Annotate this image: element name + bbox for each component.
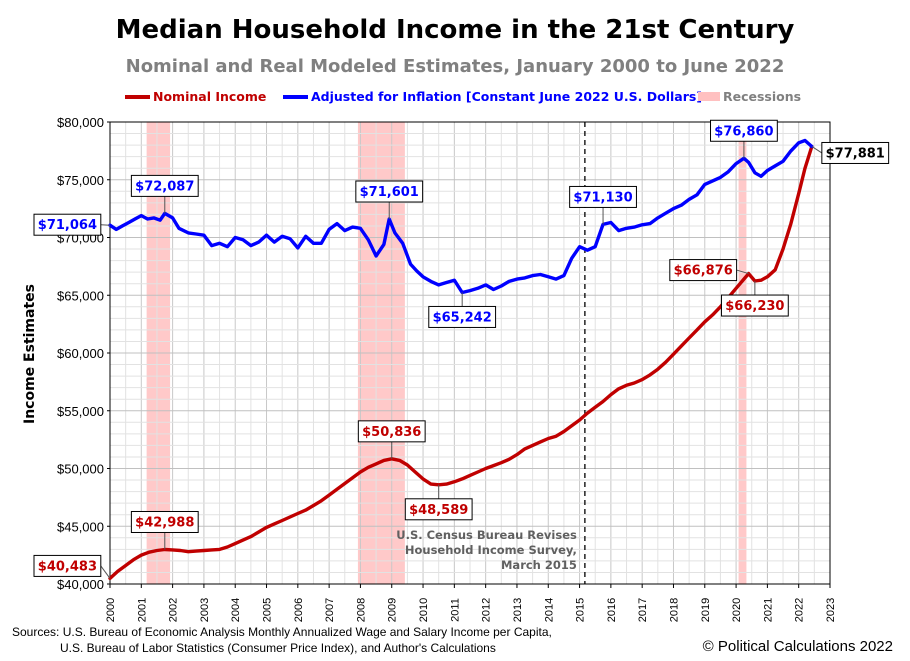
y-axis-label: Income Estimates [22,284,38,424]
legend-label-2: Recessions [723,89,801,104]
chart-title: Median Household Income in the 21st Cent… [116,15,795,45]
x-tick-label: 2018 [668,598,680,622]
x-tick-label: 2017 [637,598,649,622]
x-tick-label: 2000 [105,598,117,622]
callout-leader [736,269,749,275]
callout-label: $71,601 [360,185,419,200]
x-axis-ticks: 2000 2001 2002 2003 2004 2005 2006 2007 2008 2009… [105,584,837,622]
sources-line-2: U.S. Bureau of Labor Statistics (Consume… [60,641,496,655]
y-tick-label: $50,000 [57,462,104,477]
callout-box [821,141,890,164]
y-tick-label: $80,000 [57,115,104,130]
callout-leader [100,565,111,579]
x-tick-label: 2003 [199,598,211,622]
x-tick-label: 2004 [230,598,242,622]
callout-box [669,259,738,282]
callout-label: $50,836 [362,425,421,440]
y-tick-label: $75,000 [57,173,104,188]
revision-note-line: U.S. Census Bureau Revises [396,528,577,542]
y-tick-label: $65,000 [57,288,104,303]
callout-label: $42,988 [135,515,194,530]
callout-box [569,185,637,208]
y-tick-label: $40,000 [57,577,104,592]
y-tick-label: $45,000 [57,519,104,534]
series-line-real [108,138,814,295]
callout-label: $71,130 [573,190,632,205]
x-tick-label: 2007 [324,598,336,622]
x-tick-label: 2016 [606,598,618,622]
revision-note-line: March 2015 [501,558,577,572]
legend-swatch-recessions [698,92,720,101]
x-tick-label: 2021 [762,598,774,622]
y-axis-ticks: $40,000 $45,000 $50,000 $55,000 $60,000 $65,0… [57,115,110,592]
x-tick-label: 2019 [700,598,712,622]
callout-label: $76,860 [714,124,773,139]
x-tick-label: 2010 [418,598,430,622]
callout-label: $40,483 [38,559,97,574]
callout-box [130,510,199,533]
x-tick-label: 2002 [168,598,180,622]
x-tick-label: 2006 [293,598,305,622]
callout-box [404,498,473,521]
revision-note-line: Household Income Survey, [405,543,577,557]
legend: Nominal Income Adjusted for Inflation [Co… [125,89,801,104]
callout-leader [811,146,823,154]
callout-label: $66,876 [674,264,733,279]
callout-box [428,305,497,328]
callout-leader [100,224,111,226]
y-tick-label: $60,000 [57,346,104,361]
x-tick-label: 2009 [387,598,399,622]
callout-label: $71,064 [38,218,97,233]
y-tick-label: $55,000 [57,404,104,419]
chart-subtitle: Nominal and Real Modeled Estimates, Janu… [126,56,785,77]
x-tick-label: 2023 [825,598,837,622]
copyright: © Political Calculations 2022 [703,638,893,655]
x-tick-label: 2015 [575,598,587,622]
x-tick-label: 2012 [481,598,493,622]
callout-box [33,213,102,236]
series-line-nominal [108,144,814,581]
sources-line-1: Sources: U.S. Bureau of Economic Analysi… [12,625,552,639]
series-lines [108,138,814,581]
callout-label: $48,589 [409,503,468,518]
callout-label: $66,230 [725,299,784,314]
x-tick-label: 2008 [355,598,367,622]
x-tick-label: 2013 [512,598,524,622]
callout-box [130,174,199,197]
callout-box [357,420,426,443]
callout-label: $77,881 [826,146,885,161]
legend-label-0: Nominal Income [153,89,266,104]
x-tick-label: 2022 [794,598,806,622]
x-tick-label: 2014 [543,598,555,622]
x-tick-label: 2005 [262,598,274,622]
callout-box [720,294,789,317]
x-tick-label: 2011 [449,598,461,622]
x-tick-label: 2020 [731,598,743,622]
callout-label: $65,242 [433,310,492,325]
x-tick-label: 2001 [136,598,148,622]
callout-box [710,119,778,142]
legend-label-1: Adjusted for Inflation [Constant June 20… [311,89,702,104]
callout-box [355,180,424,203]
callout-box [33,554,102,577]
callout-label: $72,087 [135,179,194,194]
callouts: $71,064 $72,087 $71,601 $65,242 $71,130 $76,8… [33,119,890,579]
